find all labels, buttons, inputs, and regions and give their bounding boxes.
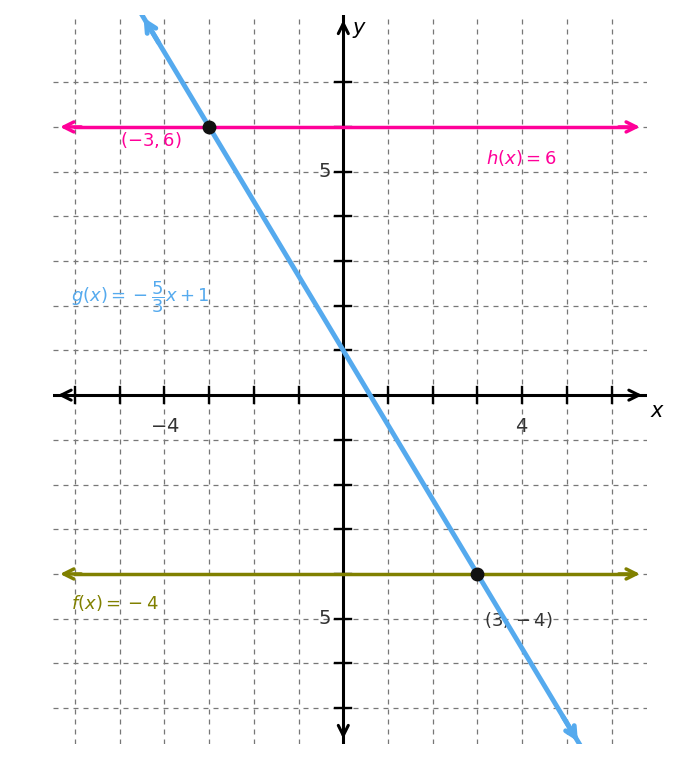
Text: $g(x) = -\dfrac{5}{3}x + 1$: $g(x) = -\dfrac{5}{3}x + 1$ (71, 279, 209, 315)
Text: $f(x) = -4$: $f(x) = -4$ (71, 593, 158, 613)
Text: $(-3, 6)$: $(-3, 6)$ (120, 131, 181, 150)
Text: $5$: $5$ (318, 162, 331, 181)
Text: $y$: $y$ (352, 20, 368, 39)
Text: $x$: $x$ (650, 401, 664, 420)
Text: $4$: $4$ (515, 417, 528, 436)
Text: $h(x) = 6$: $h(x) = 6$ (486, 148, 556, 168)
Text: $5$: $5$ (318, 609, 331, 628)
Text: $-4$: $-4$ (150, 417, 179, 436)
Text: $(3, -4)$: $(3, -4)$ (484, 609, 553, 630)
